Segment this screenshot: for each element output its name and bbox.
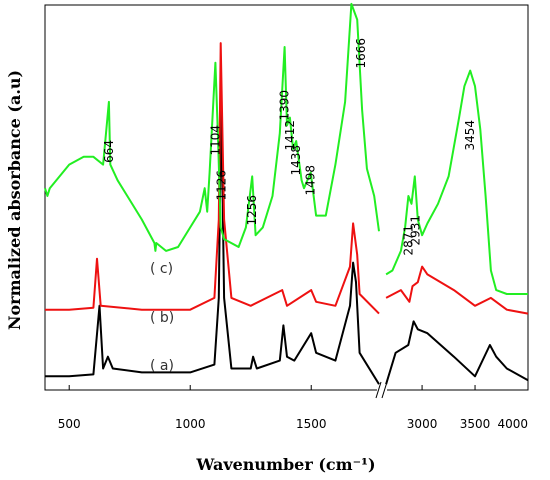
peak-label-3454: 3454 xyxy=(463,120,477,151)
x-tick-label-1500: 1500 xyxy=(296,417,327,431)
series-c xyxy=(44,2,528,295)
curve-label-b: ( b) xyxy=(150,310,174,326)
peak-label-2871: 2871 xyxy=(401,225,415,256)
x-tick-label-1000: 1000 xyxy=(175,417,206,431)
series-line-a-segment-2 xyxy=(385,320,529,385)
peak-label-1498: 1498 xyxy=(304,165,318,196)
peak-label-664: 664 xyxy=(102,140,116,163)
peak-label-1256: 1256 xyxy=(245,195,259,226)
curve-label-c: ( c) xyxy=(150,261,173,277)
series-line-c-segment-1 xyxy=(44,2,380,252)
series-b xyxy=(45,42,529,315)
peak-label-1438: 1438 xyxy=(289,145,303,176)
axis-break-mark xyxy=(375,381,388,399)
series-line-b-segment-1 xyxy=(45,42,380,315)
y-axis-title: Normalized absorbance (a.u) xyxy=(5,70,24,330)
series-line-b-segment-2 xyxy=(385,265,529,315)
peak-label-1390: 1390 xyxy=(278,90,292,121)
x-tick-label-3500: 3500 xyxy=(460,417,491,431)
x-tick-label-500: 500 xyxy=(58,417,81,431)
x-tick-label-4000: 4000 xyxy=(497,417,528,431)
peak-label-1666: 1666 xyxy=(354,38,368,69)
peak-label-1126: 1126 xyxy=(215,170,229,201)
series-line-c-segment-2 xyxy=(385,69,528,295)
plot-frame xyxy=(44,4,529,391)
series-line-a-segment-1 xyxy=(45,97,380,385)
series-a xyxy=(45,97,529,385)
x-axis-title: Wavenumber (cm⁻¹) xyxy=(195,455,375,474)
x-tick-label-3000: 3000 xyxy=(407,417,438,431)
peak-label-2931: 2931 xyxy=(408,215,422,246)
curve-label-a: ( a) xyxy=(150,358,174,374)
peak-label-1104: 1104 xyxy=(208,125,222,156)
peak-label-1412: 1412 xyxy=(283,120,297,151)
